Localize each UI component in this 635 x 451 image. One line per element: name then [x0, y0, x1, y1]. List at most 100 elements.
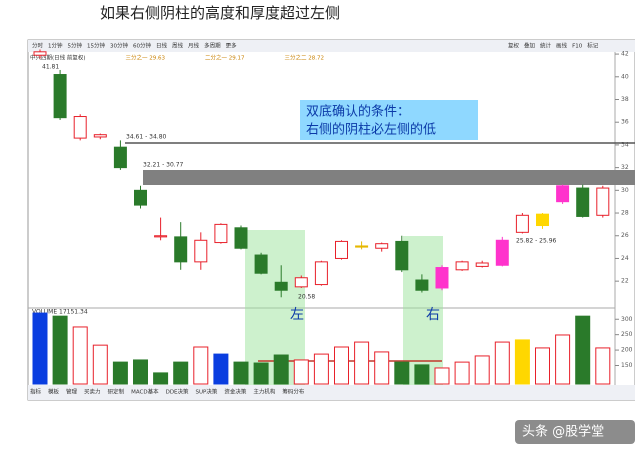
volume-bar	[213, 353, 229, 385]
volume-bar	[153, 372, 169, 385]
toolbar-button[interactable]: 标记	[587, 42, 599, 50]
candle-body	[214, 223, 228, 244]
tab[interactable]: MACD基本	[131, 388, 159, 396]
volume-bar	[394, 361, 410, 385]
tab[interactable]: 指标	[30, 388, 42, 396]
toolbar	[28, 40, 635, 52]
level-label: 32.21 - 30.77	[143, 162, 184, 169]
tab[interactable]: 筹码分布	[282, 388, 305, 396]
watermark-bg	[515, 420, 635, 444]
level-label: 25.82 - 25.96	[516, 238, 557, 245]
candle-body	[154, 235, 168, 238]
toolbar-button[interactable]: 1分钟	[48, 42, 63, 50]
level-label: 41.81	[42, 64, 59, 71]
toolbar-button[interactable]: 30分钟	[110, 42, 128, 50]
toolbar-button[interactable]: 多周期	[204, 42, 221, 50]
volume-bar	[454, 361, 470, 385]
candle-body	[53, 74, 67, 119]
candle-body	[294, 277, 308, 288]
candle-body	[596, 187, 610, 216]
volume-tick-label: 200	[621, 347, 633, 354]
candle-body	[234, 227, 248, 249]
volume-bar	[173, 361, 189, 385]
candle-body	[73, 116, 87, 139]
level-label: 34.61 - 34.80	[126, 134, 167, 141]
candle-body	[536, 213, 549, 227]
note-line: 双底确认的条件：	[306, 104, 410, 120]
toolbar-button[interactable]: F10	[572, 44, 583, 50]
y-tick-label: 40	[621, 73, 629, 80]
toolbar-button[interactable]: 60分钟	[133, 42, 151, 50]
volume-tick-label: 150	[621, 362, 633, 369]
tab[interactable]: SUP决策	[196, 388, 218, 396]
volume-bar	[374, 351, 390, 385]
volume-bar	[293, 359, 309, 385]
toolbar-button[interactable]: 日线	[156, 42, 168, 50]
volume-tick-label: 250	[621, 331, 633, 338]
volume-bar	[354, 341, 370, 385]
slide-title: 如果右侧阴柱的高度和厚度超过左侧	[100, 4, 340, 22]
candle-body	[335, 240, 348, 259]
level-label: 20.58	[298, 294, 315, 301]
volume-bar	[334, 346, 349, 385]
toolbar-button[interactable]: 周线	[172, 42, 184, 50]
y-tick-label: 36	[621, 119, 629, 126]
tab[interactable]: 管理	[66, 388, 78, 396]
volume-bar	[273, 354, 289, 385]
candle-body	[495, 239, 509, 266]
resistance-band	[143, 170, 635, 185]
candle-body	[134, 189, 147, 206]
toolbar-button[interactable]: 叠加	[524, 42, 535, 50]
volume-bar	[414, 364, 430, 385]
tabbar	[28, 385, 635, 400]
right-label: 右	[426, 307, 440, 323]
volume-bar	[555, 334, 571, 385]
volume-bar	[575, 315, 591, 385]
note-line: 右侧的阴柱必左侧的低	[306, 122, 436, 138]
y-tick-label: 30	[621, 187, 629, 194]
y-tick-label: 24	[621, 255, 629, 262]
tab[interactable]: DDE决策	[166, 388, 189, 396]
candle-body	[314, 261, 328, 286]
tab[interactable]: 研定制	[108, 388, 125, 396]
y-tick-label: 42	[621, 51, 629, 58]
volume-bar	[514, 339, 530, 385]
candle-body	[355, 245, 369, 248]
info-text: 三分之一 29.63	[126, 54, 166, 62]
candle-body	[515, 214, 529, 233]
toolbar-button[interactable]: 5分钟	[68, 42, 83, 50]
note-box	[300, 100, 478, 140]
tab[interactable]: 主力机构	[253, 388, 276, 396]
volume-bar	[193, 346, 209, 385]
candle-body	[174, 236, 188, 263]
volume-bar	[112, 361, 128, 385]
tab[interactable]: 买卖力	[84, 388, 101, 396]
toolbar-button[interactable]: 复权	[508, 42, 520, 50]
volume-label: VOLUME 17151.34	[32, 309, 88, 316]
highlight-right	[403, 236, 443, 385]
toolbar-button[interactable]: 更多	[226, 42, 238, 50]
volume-bar	[133, 359, 148, 385]
toolbar-button[interactable]: 分时	[32, 42, 44, 50]
volume-bar	[474, 355, 490, 385]
toolbar-button[interactable]: 月线	[188, 42, 200, 50]
volume-bar	[92, 344, 108, 385]
candle-body	[395, 240, 409, 271]
left-label: 左	[290, 307, 304, 323]
tab[interactable]: 资金决策	[224, 388, 247, 396]
toolbar-button[interactable]: 统计	[540, 42, 552, 50]
candle-body	[113, 146, 127, 169]
volume-bar	[253, 362, 269, 385]
info-text: 三分之二 28.72	[285, 54, 325, 62]
volume-bar	[313, 353, 329, 385]
y-tick-label: 34	[621, 141, 629, 148]
candle-body	[435, 267, 449, 289]
info-text: 中兴四期(日线 前复权)	[30, 54, 86, 62]
toolbar-button[interactable]: 15分钟	[87, 42, 105, 50]
tab[interactable]: 模板	[48, 388, 60, 396]
toolbar-button[interactable]: 画线	[556, 42, 568, 50]
y-tick-label: 38	[621, 96, 629, 103]
candle-body	[375, 243, 389, 249]
candle-body	[576, 187, 590, 217]
candle-body	[274, 281, 288, 291]
